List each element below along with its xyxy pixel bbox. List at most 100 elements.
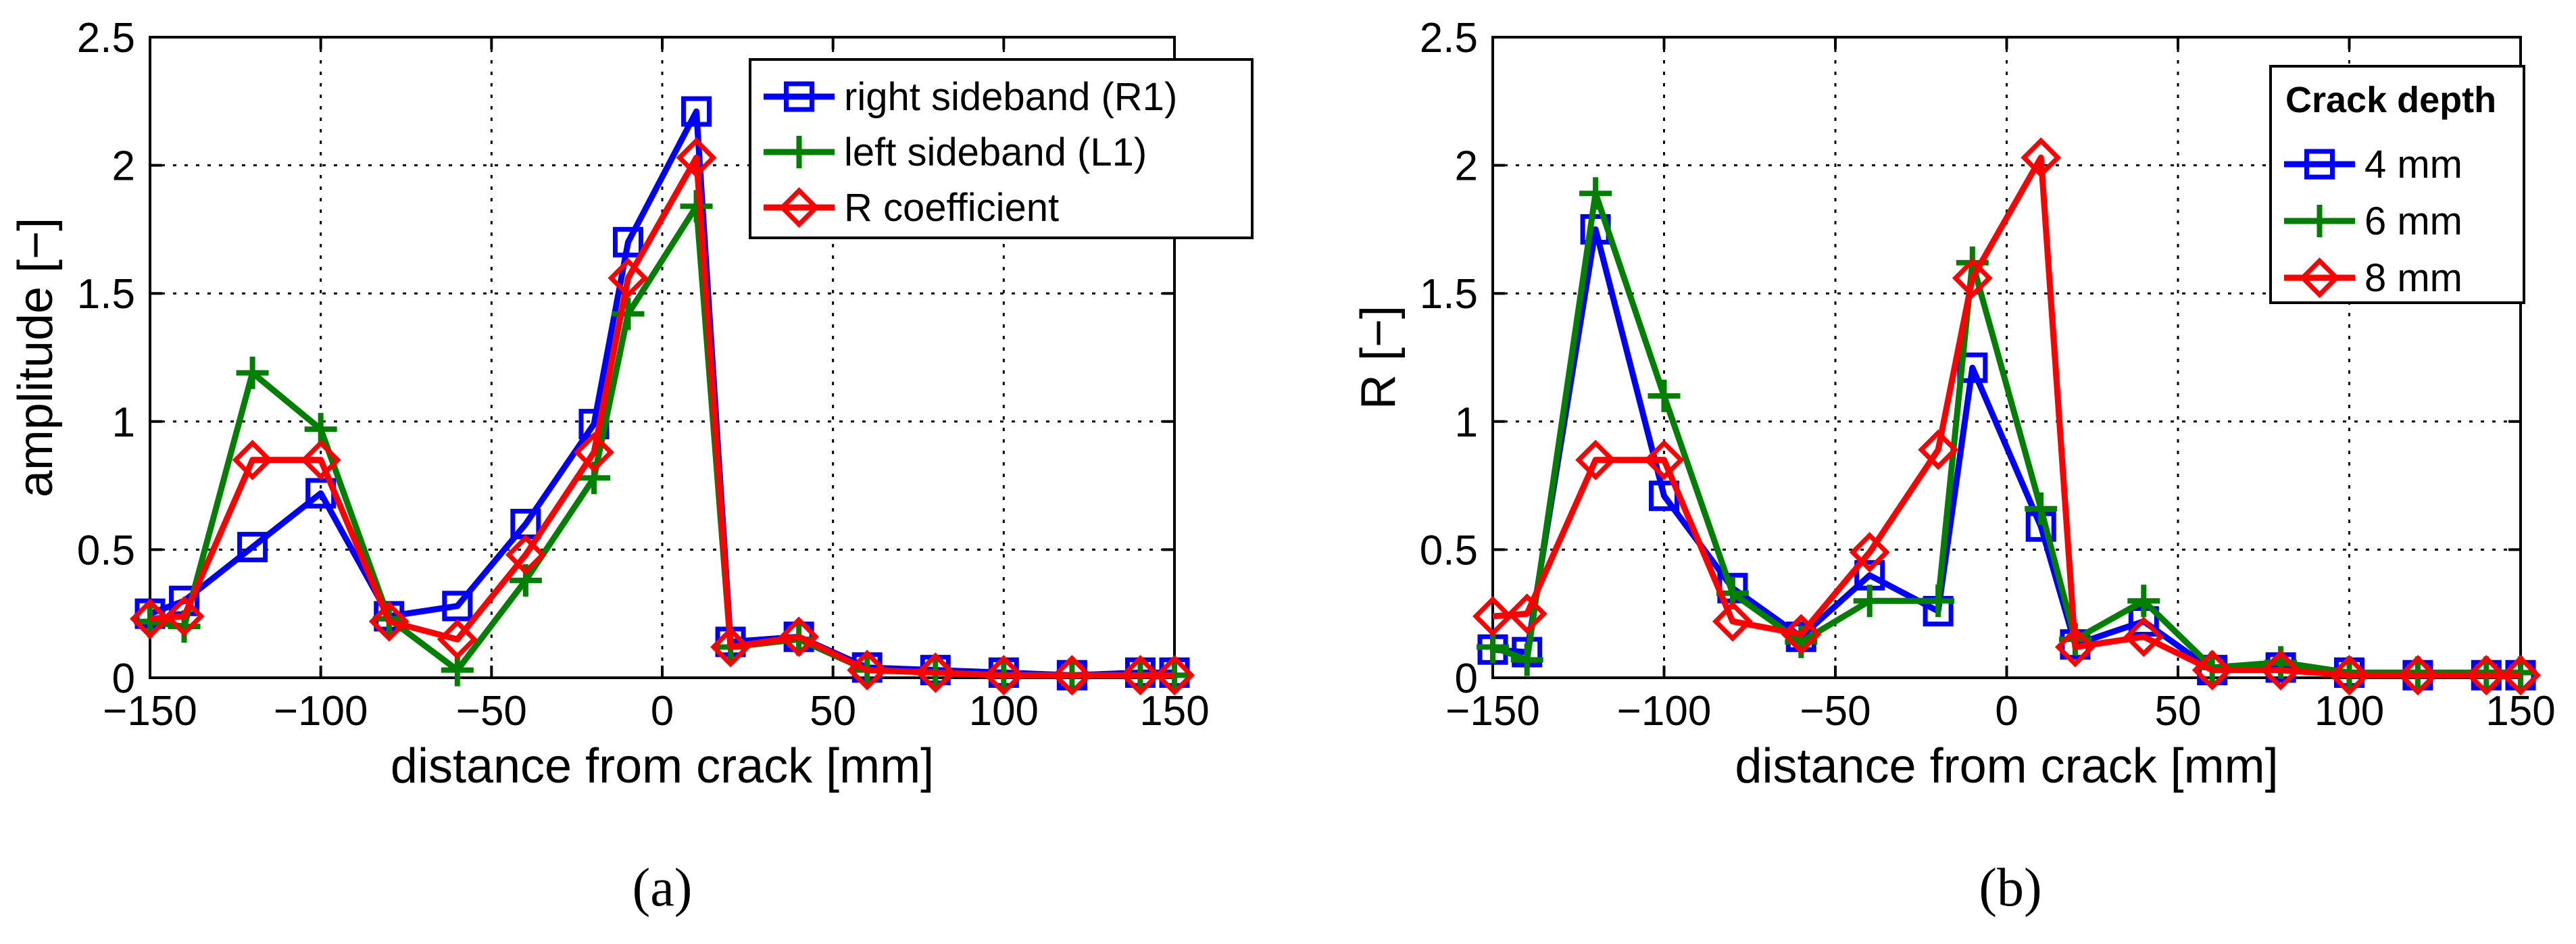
legend: right sideband (R1) left sideband (L1) R c… (749, 58, 1254, 239)
x-tick-label: −100 (274, 688, 368, 735)
y-tick-label: 2.5 (77, 15, 135, 61)
data-point (2466, 655, 2507, 696)
series-line (1492, 154, 2521, 678)
legend: Crack depth 4 mm 6 mm 8 mm (2269, 65, 2525, 304)
data-point (1510, 643, 1543, 676)
legend-label: left sideband (L1) (844, 130, 1147, 174)
x-axis-label: distance from crack [mm] (1735, 739, 2278, 793)
data-point (2054, 626, 2096, 668)
legend-label: 8 mm (2364, 256, 2462, 300)
data-point (983, 655, 1024, 696)
series-diamond (130, 137, 1195, 696)
y-tick-label: 0.5 (77, 527, 135, 574)
data-point (1579, 177, 1612, 210)
x-tick-label: 100 (969, 688, 1039, 735)
x-tick-label: 50 (810, 688, 856, 735)
y-tick-label: 1 (1455, 399, 1478, 446)
y-tick-label: 2 (1455, 143, 1478, 190)
data-point (612, 297, 645, 330)
x-tick-label: −150 (103, 688, 197, 735)
x-tick-label: −50 (456, 688, 527, 735)
legend-box (2269, 65, 2525, 304)
x-tick-label: 150 (2485, 688, 2555, 735)
data-point (847, 649, 888, 691)
legend-marker (2304, 149, 2335, 180)
legend-marker (778, 187, 820, 228)
data-point (1648, 379, 1681, 412)
legend-marker (784, 81, 814, 112)
figure-caption: (a) (633, 858, 693, 918)
chart-b: −150 −100 −50 0 50 100 150 0 0.5 1 1.5 2 2.5 distance… (1352, 15, 2556, 918)
legend-label: 4 mm (2364, 143, 2462, 187)
x-tick-label: 50 (2155, 688, 2202, 735)
y-tick-label: 0 (112, 655, 135, 702)
x-tick-label: 0 (651, 688, 674, 735)
legend-marker (2303, 205, 2336, 237)
data-point (1051, 655, 1093, 696)
data-point (130, 598, 170, 639)
legend-marker (2299, 257, 2340, 298)
data-point (437, 619, 478, 660)
y-tick-label: 0 (1455, 655, 1478, 702)
data-point (1120, 655, 1161, 696)
data-point (1918, 429, 1959, 470)
data-point (1575, 439, 1616, 480)
y-tick-label: 1 (112, 399, 135, 446)
y-axis-label: R [−] (1352, 305, 1406, 409)
data-point (608, 257, 649, 299)
data-point (505, 535, 546, 575)
x-axis-label: distance from crack [mm] (391, 739, 934, 793)
series-line (149, 154, 1174, 678)
y-tick-label: 0.5 (1420, 527, 1478, 574)
data-point (2329, 655, 2370, 696)
data-point (300, 439, 341, 480)
y-axis-label: amplitude [−] (9, 218, 63, 497)
y-tick-label: 2.5 (1420, 15, 1478, 61)
x-tick-label: 150 (1139, 688, 1209, 735)
data-point (232, 439, 273, 480)
data-point (1781, 614, 1822, 655)
x-tick-label: −150 (1445, 688, 1540, 735)
data-point (2260, 649, 2302, 691)
data-point (2025, 492, 2058, 525)
data-point (237, 532, 268, 563)
data-point (2021, 137, 2062, 178)
data-point (2123, 616, 2164, 657)
legend-label: R coefficient (844, 186, 1059, 230)
data-point (1506, 593, 1547, 635)
data-point (676, 137, 717, 178)
x-tick-label: −100 (1617, 688, 1712, 735)
data-point (1472, 596, 1513, 637)
data-point (1154, 655, 1195, 696)
legend-label: 6 mm (2364, 199, 2462, 243)
data-point (1849, 532, 1890, 573)
chart-a: −150 −100 −50 0 50 100 150 0 0.5 1 1.5 2 2.5 distance… (9, 15, 1254, 918)
data-point (612, 226, 643, 257)
data-point (442, 591, 473, 622)
data-point (710, 626, 751, 668)
legend-label: right sideband (R1) (844, 75, 1177, 119)
data-point (915, 652, 956, 693)
figure-caption: (b) (1979, 858, 2041, 918)
series-diamond (1472, 137, 2541, 696)
data-point (1712, 601, 1753, 642)
data-point (2500, 655, 2541, 696)
data-point (1952, 257, 1993, 299)
legend-marker (783, 136, 816, 168)
data-point (236, 356, 269, 389)
data-point (1922, 585, 1955, 618)
data-point (368, 601, 410, 642)
data-point (134, 605, 166, 638)
data-point (573, 432, 614, 473)
y-tick-label: 2 (112, 143, 135, 190)
data-point (2127, 585, 2160, 618)
data-point (681, 96, 712, 127)
data-point (778, 616, 820, 657)
y-tick-label: 1.5 (77, 271, 135, 318)
y-tick-label: 1.5 (1420, 271, 1478, 318)
data-point (2191, 649, 2233, 691)
data-point (1643, 439, 1685, 480)
data-point (2397, 655, 2438, 696)
x-tick-label: 100 (2314, 688, 2384, 735)
